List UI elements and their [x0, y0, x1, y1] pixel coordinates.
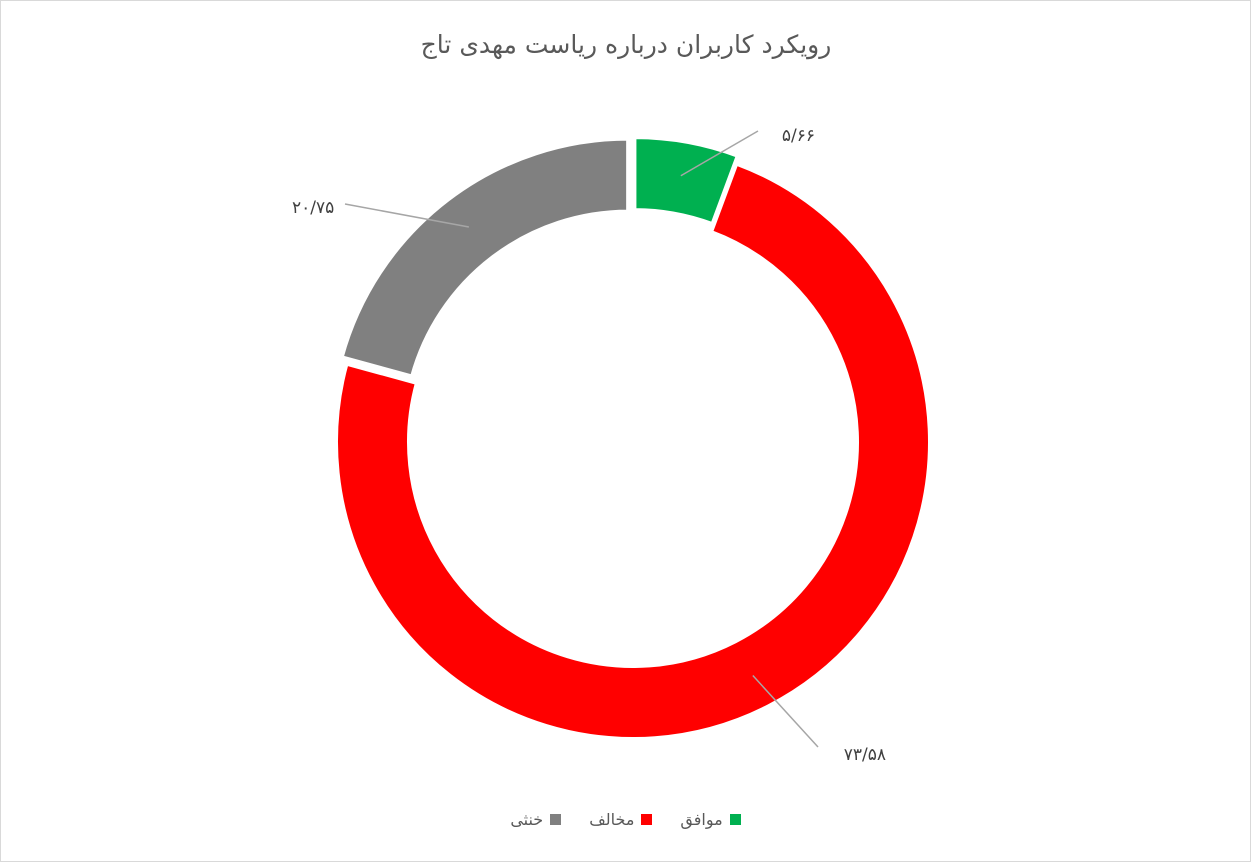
slice-neutral	[339, 136, 631, 380]
leader-lines	[344, 130, 819, 748]
slice-oppose	[334, 161, 932, 741]
legend-swatch-neutral	[550, 814, 562, 825]
data-labels: ۵/۶۶ ۷۳/۵۸ ۲۰/۷۵	[292, 126, 886, 765]
legend-item-neutral: خنثی	[510, 810, 562, 829]
donut-slices	[334, 135, 932, 741]
legend-item-agree: موافق	[680, 810, 741, 829]
data-label-neutral: ۲۰/۷۵	[292, 198, 334, 218]
chart-title: رویکرد کاربران درباره ریاست مهدی تاج	[421, 30, 832, 60]
leader-line-agree	[680, 130, 759, 177]
legend-label-oppose: مخالف	[589, 810, 635, 829]
legend: موافق مخالف خنثی	[0, 810, 1251, 829]
data-label-agree: ۵/۶۶	[782, 126, 815, 146]
data-label-oppose: ۷۳/۵۸	[844, 745, 886, 765]
legend-swatch-oppose	[641, 814, 653, 825]
legend-label-neutral: خنثی	[510, 810, 544, 829]
legend-label-agree: موافق	[680, 810, 723, 829]
leader-line-oppose	[752, 675, 819, 748]
legend-item-oppose: مخالف	[589, 810, 653, 829]
leader-line-neutral	[344, 203, 470, 228]
legend-swatch-agree	[729, 814, 741, 825]
